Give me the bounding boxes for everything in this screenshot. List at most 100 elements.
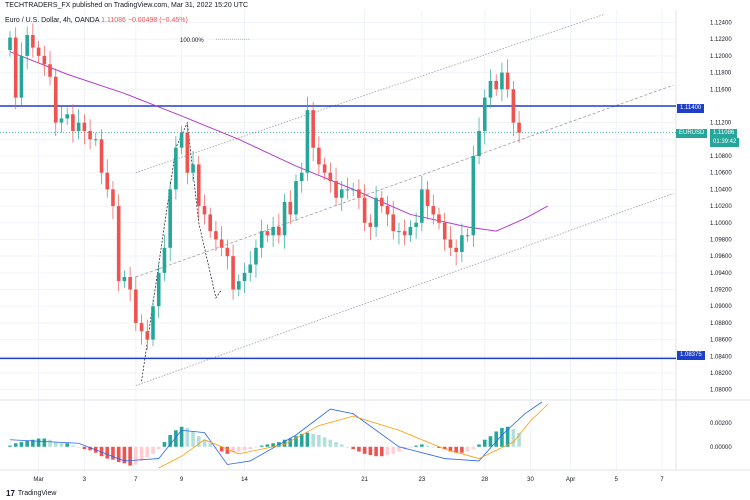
macd-histogram-bar <box>134 446 138 465</box>
macd-histogram-bar <box>156 446 161 450</box>
candle <box>299 172 304 182</box>
candle <box>105 172 110 190</box>
candle <box>494 80 498 90</box>
candle <box>248 264 253 273</box>
macd-histogram-bar <box>505 426 510 447</box>
y-tick-label: 1.08800 <box>710 321 732 327</box>
candle <box>471 156 476 236</box>
candle <box>454 247 458 252</box>
symbol-legend[interactable]: Euro / U.S. Dollar, 4h, OANDA 1.11086 −0… <box>5 17 188 24</box>
y-tick-label: 1.08400 <box>710 354 732 360</box>
candle <box>237 281 241 290</box>
candle <box>214 231 218 240</box>
candle <box>168 189 172 248</box>
y-tick-label: 1.12000 <box>710 54 732 60</box>
candle <box>374 197 378 227</box>
candle <box>351 189 355 191</box>
macd-histogram-bar <box>482 439 487 447</box>
macd-histogram-bar <box>420 444 424 447</box>
macd-histogram-bar <box>248 446 253 450</box>
macd-y-tick-label: 0.00200 <box>710 421 732 427</box>
macd-histogram-bar <box>185 427 190 447</box>
candle <box>139 322 144 332</box>
candle <box>48 64 52 77</box>
macd-histogram-bar <box>288 438 293 447</box>
candle <box>385 206 390 215</box>
candle <box>448 239 453 248</box>
candle <box>334 181 338 198</box>
macd-histogram-bar <box>465 446 470 452</box>
macd-histogram-bar <box>122 446 127 464</box>
candle <box>242 272 247 282</box>
tradingview-logo[interactable]: 17 TradingView <box>6 489 56 498</box>
candle <box>202 206 207 215</box>
candle <box>65 114 69 119</box>
macd-histogram-bar <box>88 446 92 451</box>
candle <box>145 331 150 340</box>
candle <box>134 289 138 323</box>
macd-histogram-bar <box>259 445 264 447</box>
macd-line <box>9 401 543 465</box>
candle <box>380 197 384 207</box>
candle <box>59 118 64 123</box>
macd-histogram-bar <box>53 442 58 447</box>
candle <box>288 201 293 215</box>
candle <box>128 277 132 290</box>
candle <box>271 226 275 236</box>
macd-signal-line <box>158 404 548 469</box>
tradingview-brand: TradingView <box>17 490 57 497</box>
macd-histogram-bar <box>191 431 195 447</box>
candle <box>254 247 258 265</box>
candle <box>282 201 287 236</box>
macd-histogram-bar <box>397 446 401 452</box>
macd-histogram-bar <box>13 443 18 447</box>
candle <box>111 189 115 207</box>
macd-histogram-bar <box>454 446 458 453</box>
candle <box>311 110 315 148</box>
candle <box>477 130 481 157</box>
published-by-text: TECHTRADERS_FX published on TradingView.… <box>5 2 249 9</box>
x-tick-label: 5 <box>615 477 619 483</box>
y-tick-label: 1.10800 <box>710 154 732 160</box>
macd-histogram-bar <box>494 431 498 447</box>
macd-histogram-bar <box>162 442 167 447</box>
candle <box>482 97 487 131</box>
y-tick-label: 1.08200 <box>710 371 732 377</box>
candle <box>31 35 35 48</box>
candle <box>162 247 167 273</box>
macd-histogram-bar <box>19 442 24 447</box>
y-tick-label: 1.12400 <box>710 21 732 27</box>
macd-y-tick-label: 0.00000 <box>710 445 732 451</box>
macd-histogram-bar <box>334 442 338 447</box>
candle <box>42 55 47 65</box>
candle <box>345 189 350 191</box>
macd-histogram-bar <box>271 443 275 447</box>
macd-histogram-bar <box>179 426 184 447</box>
macd-histogram-bar <box>425 445 430 447</box>
y-tick-label: 1.09000 <box>710 304 732 310</box>
candle <box>511 89 516 123</box>
candle <box>116 206 121 282</box>
y-tick-label: 1.09400 <box>710 271 732 277</box>
macd-histogram-bar <box>196 436 201 447</box>
macd-histogram-bar <box>214 446 218 448</box>
x-tick-label: 7 <box>660 477 664 483</box>
candle <box>500 72 504 90</box>
macd-histogram-bar <box>448 446 453 452</box>
macd-histogram-bar <box>517 432 521 447</box>
candle <box>13 37 18 98</box>
candle <box>259 231 264 248</box>
x-tick-label: 23 <box>418 477 425 483</box>
symbol-description: Euro / U.S. Dollar, 4h, OANDA <box>5 17 100 24</box>
macd-histogram-bar <box>71 445 75 447</box>
candle <box>391 214 396 232</box>
macd-histogram-bar <box>42 438 47 447</box>
macd-histogram-bar <box>8 445 12 447</box>
symbol-tag: EURUSD <box>676 129 708 138</box>
macd-histogram-bar <box>31 439 35 447</box>
candle <box>8 37 12 51</box>
candle <box>425 189 430 207</box>
macd-histogram-bar <box>471 446 476 450</box>
candle <box>294 181 298 215</box>
